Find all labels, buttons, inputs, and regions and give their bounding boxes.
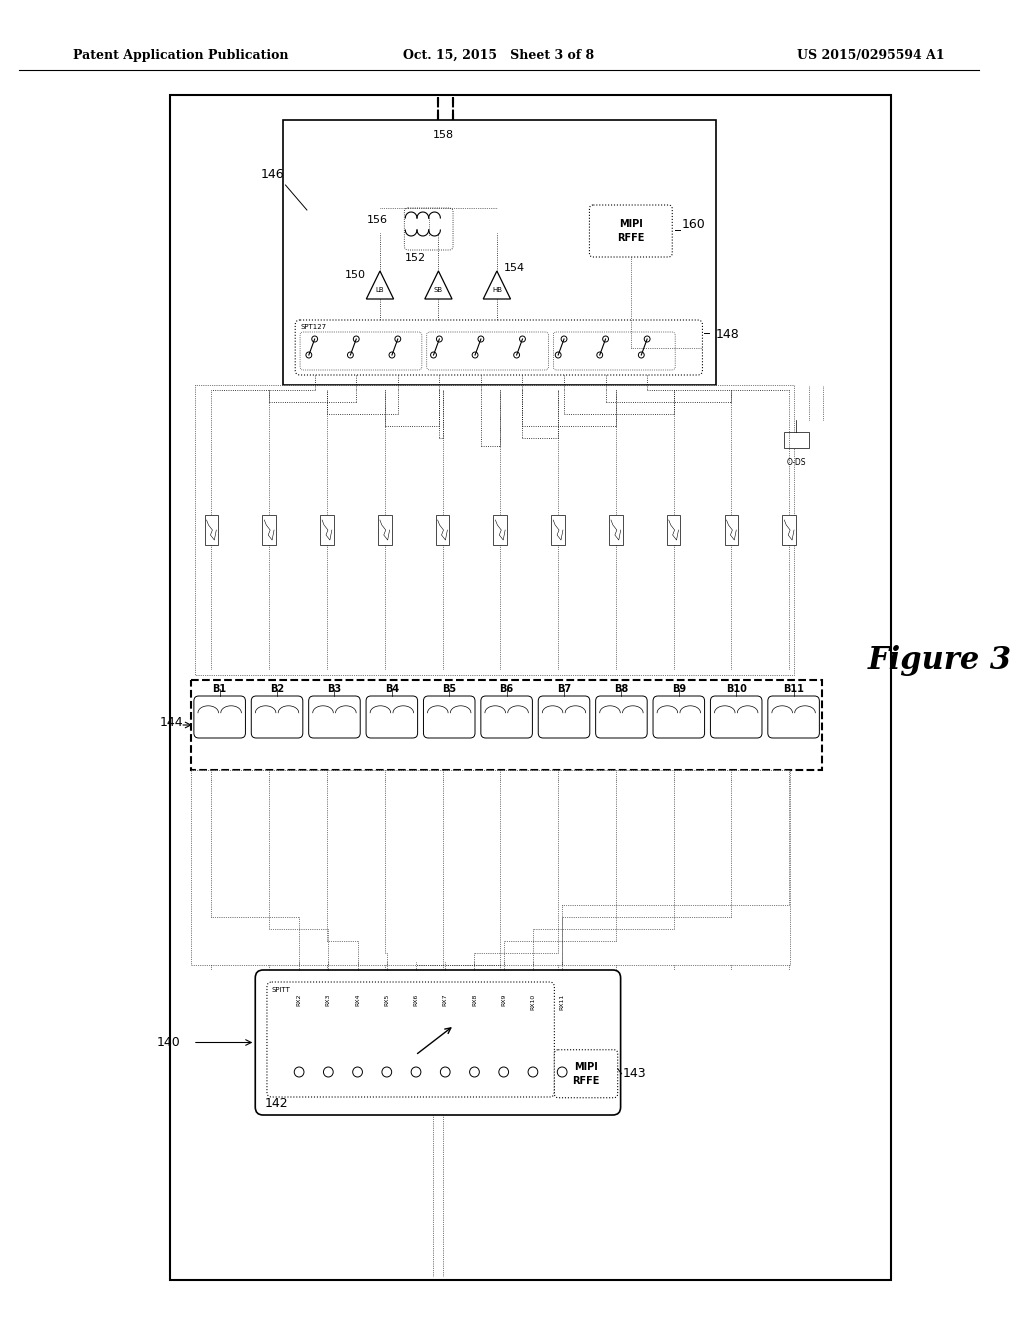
Text: RX9: RX9	[501, 994, 506, 1006]
FancyBboxPatch shape	[404, 209, 453, 249]
Text: 158: 158	[433, 129, 454, 140]
Text: 156: 156	[367, 215, 388, 224]
Text: O-DS: O-DS	[786, 458, 806, 467]
FancyBboxPatch shape	[554, 1049, 617, 1098]
FancyBboxPatch shape	[427, 333, 549, 370]
Text: RX11: RX11	[560, 994, 564, 1010]
Text: B1: B1	[213, 684, 226, 694]
Bar	[435, 515, 450, 545]
Text: SPT127: SPT127	[300, 323, 327, 330]
Text: B3: B3	[328, 684, 342, 694]
FancyBboxPatch shape	[251, 696, 303, 738]
FancyBboxPatch shape	[267, 982, 554, 1097]
Bar	[667, 515, 680, 545]
FancyBboxPatch shape	[300, 333, 422, 370]
Text: US 2015/0295594 A1: US 2015/0295594 A1	[798, 49, 945, 62]
Text: RX5: RX5	[384, 994, 389, 1006]
Text: RX3: RX3	[326, 994, 331, 1006]
Text: 154: 154	[504, 263, 525, 273]
FancyBboxPatch shape	[255, 970, 621, 1115]
Text: 142: 142	[265, 1097, 289, 1110]
Bar	[205, 515, 218, 545]
Bar	[378, 515, 391, 545]
Bar	[494, 515, 507, 545]
FancyBboxPatch shape	[590, 205, 672, 257]
Bar	[283, 120, 716, 385]
Text: B6: B6	[500, 684, 514, 694]
Bar	[782, 515, 796, 545]
Text: B2: B2	[270, 684, 284, 694]
Text: 144: 144	[160, 717, 183, 730]
FancyBboxPatch shape	[553, 333, 675, 370]
Text: RX2: RX2	[297, 994, 302, 1006]
FancyBboxPatch shape	[539, 696, 590, 738]
Text: Oct. 15, 2015   Sheet 3 of 8: Oct. 15, 2015 Sheet 3 of 8	[403, 49, 594, 62]
Text: MIPI: MIPI	[618, 219, 643, 228]
FancyBboxPatch shape	[424, 696, 475, 738]
Text: SPITT: SPITT	[271, 987, 291, 993]
Text: 152: 152	[404, 253, 426, 263]
Text: B11: B11	[783, 684, 804, 694]
Text: Figure 3: Figure 3	[868, 644, 1013, 676]
Text: 148: 148	[716, 327, 740, 341]
Text: 140: 140	[157, 1036, 180, 1049]
FancyBboxPatch shape	[653, 696, 705, 738]
FancyBboxPatch shape	[295, 319, 702, 375]
Text: B5: B5	[442, 684, 457, 694]
Bar	[784, 432, 809, 447]
Bar	[321, 515, 334, 545]
Text: B8: B8	[614, 684, 629, 694]
Text: LB: LB	[376, 286, 384, 293]
Text: HB: HB	[492, 286, 502, 293]
Text: Patent Application Publication: Patent Application Publication	[73, 49, 289, 62]
Text: MIPI: MIPI	[574, 1061, 598, 1072]
Bar	[195, 385, 794, 675]
Text: RX10: RX10	[530, 994, 536, 1010]
Text: B4: B4	[385, 684, 399, 694]
Bar	[190, 770, 791, 965]
Bar	[609, 515, 623, 545]
FancyBboxPatch shape	[711, 696, 762, 738]
FancyBboxPatch shape	[596, 696, 647, 738]
Text: B9: B9	[672, 684, 686, 694]
Text: 160: 160	[682, 219, 706, 231]
Bar	[551, 515, 565, 545]
Text: RX6: RX6	[414, 994, 419, 1006]
Text: B7: B7	[557, 684, 571, 694]
Text: 150: 150	[344, 271, 366, 280]
Text: RX8: RX8	[472, 994, 477, 1006]
Bar	[262, 515, 276, 545]
Bar	[171, 95, 892, 1280]
Bar	[725, 515, 738, 545]
Text: SB: SB	[434, 286, 443, 293]
Bar	[190, 680, 822, 770]
Text: 146: 146	[261, 169, 285, 181]
FancyBboxPatch shape	[194, 696, 246, 738]
FancyBboxPatch shape	[308, 696, 360, 738]
Text: 143: 143	[623, 1068, 646, 1080]
Text: RX7: RX7	[442, 994, 447, 1006]
Text: B10: B10	[726, 684, 746, 694]
FancyBboxPatch shape	[481, 696, 532, 738]
Text: RFFE: RFFE	[572, 1076, 600, 1086]
Text: RX4: RX4	[355, 994, 360, 1006]
Text: RFFE: RFFE	[617, 234, 644, 243]
FancyBboxPatch shape	[366, 696, 418, 738]
FancyBboxPatch shape	[768, 696, 819, 738]
